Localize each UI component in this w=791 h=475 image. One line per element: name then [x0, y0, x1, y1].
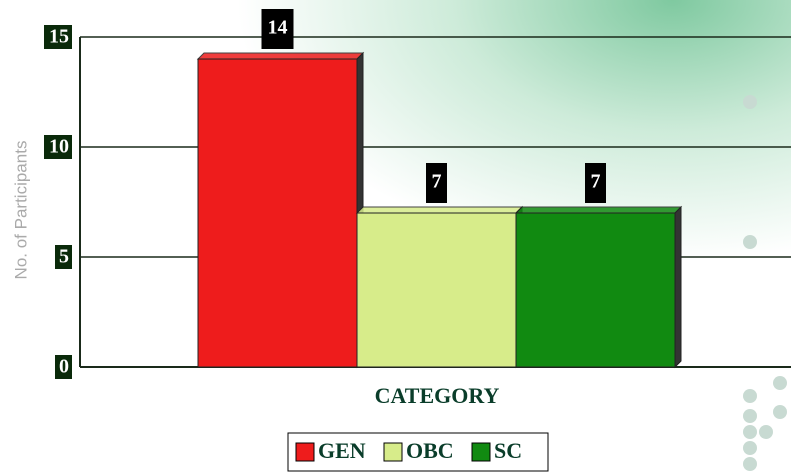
- decor-dots: [743, 95, 787, 471]
- bar: [515, 212, 676, 368]
- value-label-box: [585, 163, 606, 203]
- y-tick-box: [44, 25, 72, 49]
- value-label: 7: [432, 171, 442, 193]
- value-label: 7: [591, 171, 601, 193]
- bar: [356, 212, 517, 368]
- value-label: 14: [268, 17, 288, 39]
- value-label-box: [261, 9, 294, 49]
- bar-top: [514, 206, 683, 214]
- y-tick-box: [55, 355, 72, 379]
- legend-swatch: [383, 442, 403, 462]
- y-axis-label: No. of Participants: [11, 141, 30, 280]
- y-tick-label: 0: [59, 356, 69, 378]
- legend-swatch: [295, 442, 315, 462]
- y-tick-label: 15: [49, 26, 69, 48]
- legend-swatch: [471, 442, 491, 462]
- x-axis-label: CATEGORY: [375, 383, 500, 408]
- bar: [197, 58, 358, 368]
- legend-label: SC: [494, 438, 522, 463]
- y-tick-label: 5: [59, 246, 69, 268]
- bar-top: [196, 52, 365, 60]
- bar-top: [355, 206, 524, 214]
- y-tick-box: [44, 135, 72, 159]
- y-tick-box: [55, 245, 72, 269]
- y-tick-label: 10: [49, 136, 69, 158]
- value-label-box: [426, 163, 447, 203]
- bar-side: [674, 205, 682, 369]
- legend-label: GEN: [318, 438, 366, 463]
- legend: [287, 432, 549, 472]
- legend-label: OBC: [406, 438, 454, 463]
